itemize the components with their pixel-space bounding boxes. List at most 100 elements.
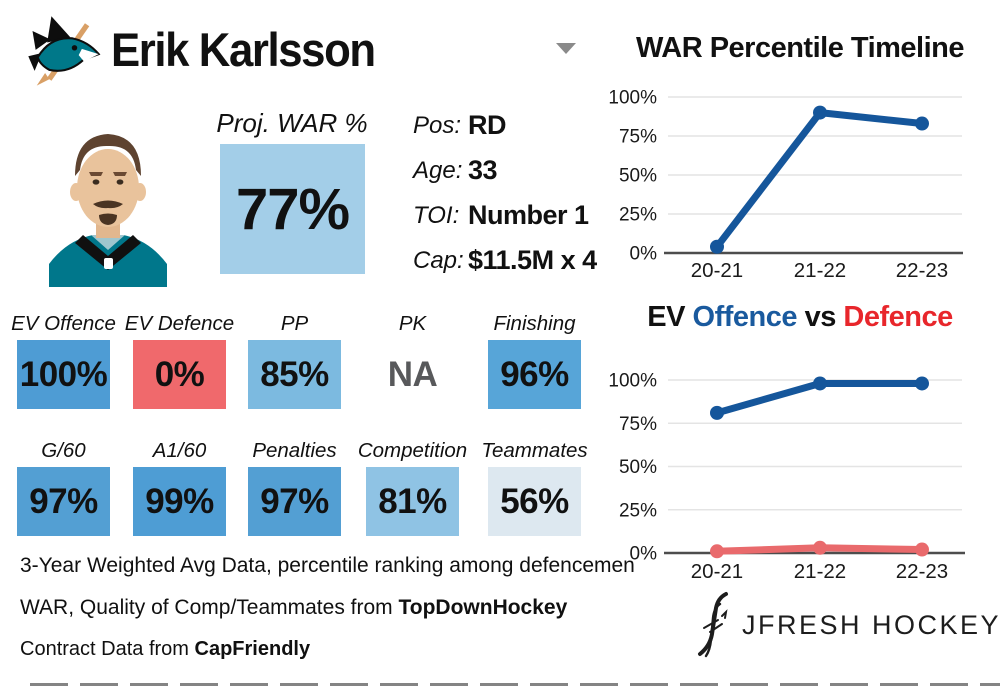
- text-part: vs: [797, 301, 844, 333]
- jfresh-hockey-wordmark: JFRESH HOCKEY: [742, 610, 1000, 640]
- war-timeline-chart-title: WAR Percentile Timeline: [635, 32, 965, 64]
- x-tick-label: 22-23: [896, 560, 948, 583]
- page-title: Erik Karlsson: [111, 23, 376, 76]
- y-tick-label: 0%: [630, 544, 658, 565]
- stat-value: 96%: [500, 354, 569, 394]
- data-point: [710, 405, 724, 420]
- stat-box: 85%: [248, 340, 341, 409]
- cap-value: $11.5M x 4: [468, 245, 597, 275]
- footnote-war-source: WAR, Quality of Comp/Teammates from TopD…: [20, 596, 567, 620]
- bottom-crop-strip: [30, 683, 1000, 686]
- stat-value: 81%: [378, 481, 447, 521]
- y-tick-label: 100%: [608, 371, 657, 392]
- stat-penalties: Penalties 97%: [248, 431, 341, 536]
- data-point: [813, 105, 827, 120]
- toi-label: TOI:: [413, 202, 460, 229]
- x-tick-label: 21-22: [794, 259, 846, 282]
- text-part: TopDownHockey: [398, 596, 568, 619]
- data-point: [915, 116, 929, 131]
- stat-box: NA: [366, 340, 459, 409]
- age-value: 33: [468, 155, 498, 185]
- text-part: EV: [647, 301, 693, 333]
- data-point: [813, 376, 827, 391]
- y-tick-label: 50%: [619, 457, 657, 478]
- stat-label: PK: [398, 312, 427, 335]
- footnote-data-basis: 3-Year Weighted Avg Data, percentile ran…: [20, 554, 635, 578]
- stat-value: 99%: [145, 481, 214, 521]
- stat-label: A1/60: [152, 439, 207, 462]
- data-point: [915, 542, 929, 557]
- text-part: 3-Year Weighted Avg Data, percentile ran…: [20, 554, 635, 577]
- pos-value: RD: [468, 110, 507, 140]
- text-part: Contract Data from: [20, 638, 195, 660]
- stat-value: 56%: [500, 481, 569, 521]
- stat-value: 97%: [260, 481, 329, 521]
- stat-label: EV Defence: [124, 312, 235, 335]
- stat-label: Penalties: [252, 439, 337, 462]
- series-line: [713, 109, 926, 251]
- stat-box: 56%: [488, 467, 581, 536]
- stat-label: Teammates: [481, 439, 588, 462]
- stat-value: 0%: [154, 354, 205, 394]
- stat-label: G/60: [41, 439, 86, 462]
- stat-box: 100%: [17, 340, 110, 409]
- stat-pk: PK NA: [366, 304, 459, 409]
- stat-ev-defence: EV Defence 0%: [124, 304, 235, 409]
- jfresh-crossed-sticks-icon: [698, 592, 728, 658]
- text-part: Offence: [692, 301, 798, 333]
- stat-a160: A1/60 99%: [133, 431, 226, 536]
- stat-box: 97%: [248, 467, 341, 536]
- footnote-contract-source: Contract Data from CapFriendly: [20, 638, 310, 661]
- y-tick-label: 25%: [619, 205, 657, 226]
- info-row-age: Age: 33: [413, 155, 633, 189]
- chevron-down-icon[interactable]: [556, 43, 576, 54]
- jfresh-hockey-branding: JFRESH HOCKEY: [690, 588, 999, 663]
- y-tick-label: 75%: [619, 414, 657, 435]
- y-tick-label: 25%: [619, 500, 657, 521]
- y-tick-label: 0%: [630, 244, 658, 265]
- stat-box: 97%: [17, 467, 110, 536]
- stat-g60: G/60 97%: [17, 431, 110, 536]
- x-tick-label: 20-21: [691, 259, 743, 282]
- proj-war-value: 77%: [235, 176, 350, 242]
- text-part: CapFriendly: [194, 638, 311, 660]
- stat-value: 97%: [29, 481, 98, 521]
- proj-war-box: 77%: [220, 144, 365, 274]
- data-point: [915, 376, 929, 391]
- cap-label: Cap:: [413, 247, 464, 274]
- player-photo: [49, 134, 167, 287]
- stat-box: 81%: [366, 467, 459, 536]
- stat-ev-offence: EV Offence 100%: [11, 304, 116, 409]
- text-part: WAR, Quality of Comp/Teammates from: [20, 596, 399, 619]
- ev-offence-defence-chart-title: EV Offence vs Defence: [600, 301, 1000, 334]
- data-point: [813, 540, 827, 555]
- info-row-pos: Pos: RD: [413, 110, 633, 144]
- text-part: Defence: [843, 301, 953, 333]
- stat-competition: Competition 81%: [357, 431, 468, 536]
- x-tick-label: 21-22: [794, 560, 846, 583]
- info-row-toi: TOI: Number 1: [413, 200, 633, 234]
- x-tick-label: 22-23: [896, 259, 948, 282]
- stat-label: EV Offence: [11, 312, 116, 335]
- stat-label: Competition: [357, 439, 468, 462]
- toi-value: Number 1: [468, 200, 589, 230]
- stat-box: 96%: [488, 340, 581, 409]
- stat-value: 100%: [19, 354, 108, 394]
- info-row-cap: Cap: $11.5M x 4: [413, 245, 633, 279]
- war-percentile-timeline-chart: 0% 25% 50% 75% 100% 20-21 21-22 22-23: [608, 88, 963, 282]
- pos-label: Pos:: [413, 112, 462, 139]
- stat-value: NA: [387, 354, 438, 394]
- proj-war-label: Proj. WAR %: [216, 108, 368, 138]
- x-tick-label: 20-21: [691, 560, 743, 583]
- stat-label: PP: [280, 312, 309, 335]
- data-point: [710, 239, 724, 254]
- stat-pp: PP 85%: [248, 304, 341, 409]
- stat-finishing: Finishing 96%: [488, 304, 581, 409]
- data-point: [710, 544, 724, 559]
- stat-teammates: Teammates 56%: [481, 431, 588, 536]
- stat-label: Finishing: [493, 312, 576, 335]
- stat-box: 99%: [133, 467, 226, 536]
- y-tick-label: 75%: [619, 127, 657, 148]
- age-label: Age:: [413, 157, 463, 184]
